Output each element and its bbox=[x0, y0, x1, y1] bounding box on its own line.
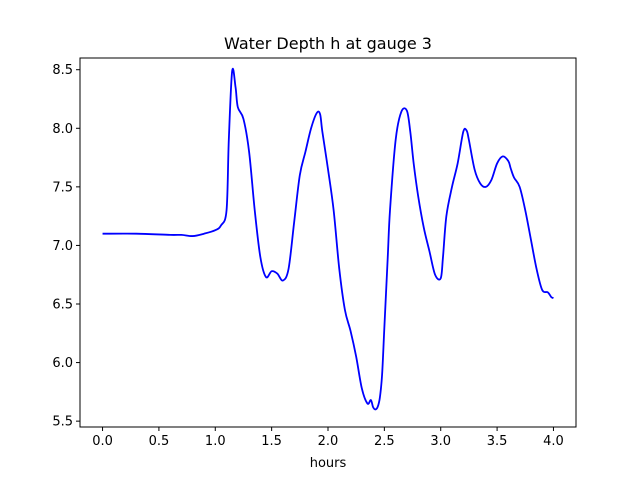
x-tick-label: 4.0 bbox=[543, 434, 564, 449]
y-axis: 5.5 6.0 6.5 7.0 7.5 8.0 8.5 bbox=[52, 63, 80, 430]
x-tick-label: 0.0 bbox=[92, 434, 113, 449]
y-tick-label: 8.5 bbox=[52, 63, 73, 78]
y-tick-label: 6.0 bbox=[52, 356, 73, 371]
x-tick-label: 0.5 bbox=[149, 434, 170, 449]
x-tick-label: 2.5 bbox=[374, 434, 395, 449]
x-tick-label: 1.0 bbox=[205, 434, 226, 449]
chart-title: Water Depth h at gauge 3 bbox=[224, 34, 432, 53]
x-axis: 0.0 0.5 1.0 1.5 2.0 2.5 3.0 3.5 4.0 bbox=[92, 427, 564, 449]
y-tick-label: 5.5 bbox=[52, 415, 73, 430]
x-tick-label: 3.0 bbox=[430, 434, 451, 449]
y-tick-label: 8.0 bbox=[52, 122, 73, 137]
x-tick-label: 2.0 bbox=[318, 434, 339, 449]
x-tick-label: 3.5 bbox=[487, 434, 508, 449]
y-tick-label: 7.5 bbox=[52, 180, 73, 195]
series-line bbox=[102, 67, 554, 411]
plot-area-frame bbox=[79, 57, 577, 428]
y-tick-label: 7.0 bbox=[52, 239, 73, 254]
y-tick-label: 6.5 bbox=[52, 298, 73, 313]
x-axis-label: hours bbox=[310, 456, 347, 471]
x-tick-label: 1.5 bbox=[261, 434, 282, 449]
